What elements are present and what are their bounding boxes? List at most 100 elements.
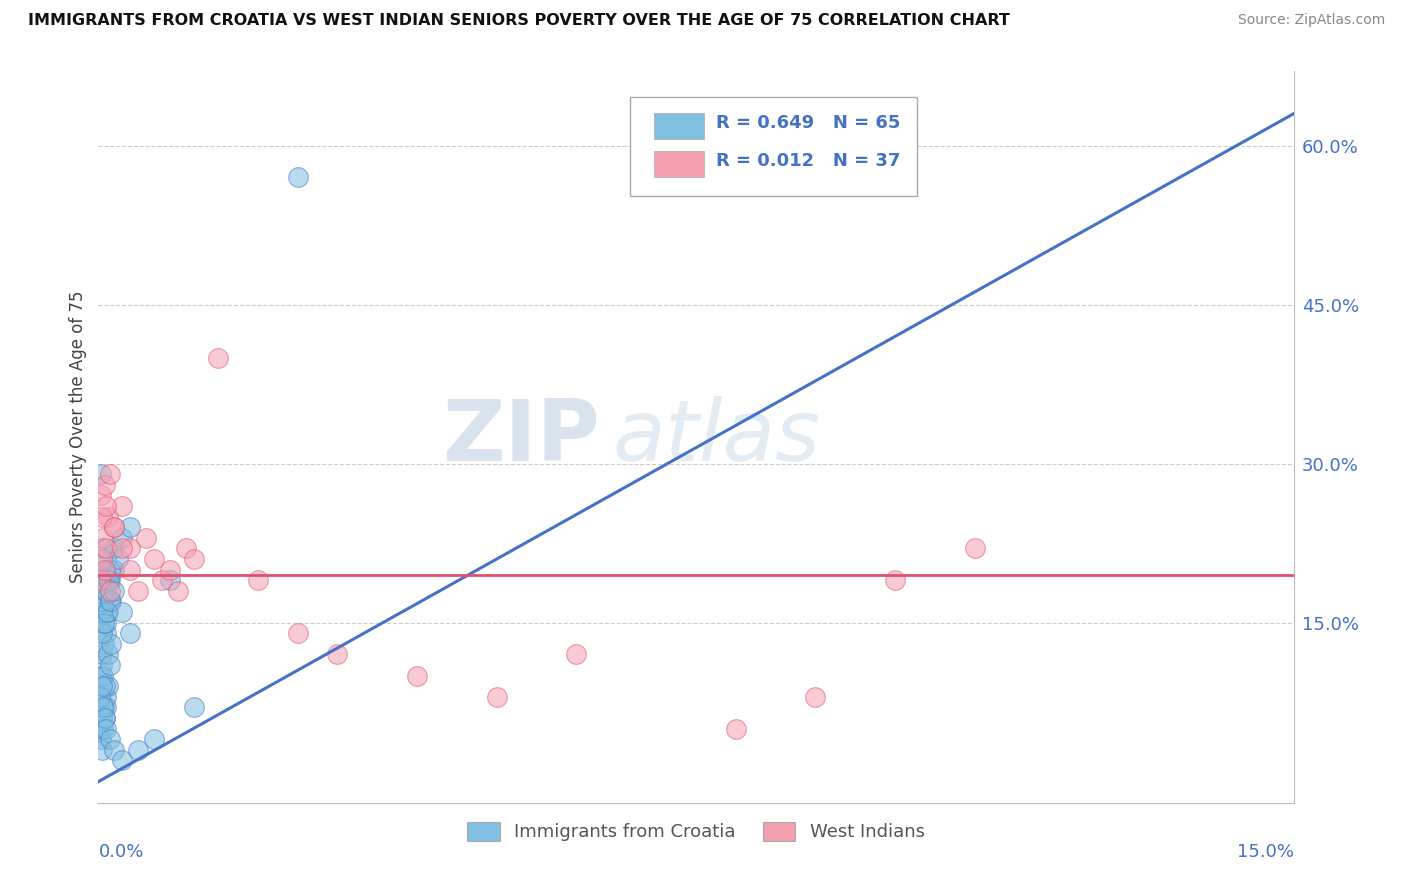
Point — [485, 690, 508, 704]
Point — [97, 573, 120, 587]
Text: 15.0%: 15.0% — [1236, 843, 1294, 861]
Point — [97, 509, 120, 524]
Point — [111, 531, 134, 545]
Point — [246, 573, 269, 587]
Point — [94, 711, 117, 725]
Point — [406, 668, 429, 682]
Point — [89, 690, 111, 704]
Point — [96, 626, 118, 640]
Text: IMMIGRANTS FROM CROATIA VS WEST INDIAN SENIORS POVERTY OVER THE AGE OF 75 CORREL: IMMIGRANTS FROM CROATIA VS WEST INDIAN S… — [28, 13, 1010, 29]
Text: ZIP: ZIP — [443, 395, 600, 479]
Point — [111, 541, 134, 556]
Point — [91, 509, 114, 524]
Point — [111, 753, 134, 767]
Point — [94, 583, 117, 598]
Point — [724, 722, 747, 736]
Point — [91, 722, 114, 736]
Point — [91, 668, 114, 682]
Point — [159, 573, 181, 587]
Point — [103, 541, 125, 556]
Point — [103, 583, 125, 598]
Point — [111, 499, 134, 513]
Point — [90, 732, 112, 747]
Point — [97, 679, 120, 693]
Text: Source: ZipAtlas.com: Source: ZipAtlas.com — [1237, 13, 1385, 28]
Point — [93, 615, 115, 630]
Point — [97, 573, 120, 587]
Point — [127, 583, 149, 598]
Point — [167, 583, 190, 598]
Point — [100, 594, 122, 608]
Point — [120, 520, 142, 534]
Point — [90, 488, 112, 502]
Point — [93, 700, 115, 714]
Point — [107, 552, 129, 566]
Point — [90, 743, 112, 757]
Point — [326, 648, 349, 662]
Point — [96, 552, 118, 566]
Point — [287, 170, 309, 185]
Point — [91, 711, 114, 725]
Point — [91, 700, 114, 714]
FancyBboxPatch shape — [654, 113, 704, 139]
Point — [96, 700, 118, 714]
Point — [143, 552, 166, 566]
Point — [90, 605, 112, 619]
Point — [174, 541, 197, 556]
Point — [96, 722, 118, 736]
Point — [103, 520, 125, 534]
Point — [120, 626, 142, 640]
Point — [90, 668, 112, 682]
Y-axis label: Seniors Poverty Over the Age of 75: Seniors Poverty Over the Age of 75 — [69, 291, 87, 583]
Point — [884, 573, 907, 587]
Point — [150, 573, 173, 587]
Point — [91, 541, 114, 556]
Point — [94, 477, 117, 491]
Text: 0.0%: 0.0% — [98, 843, 143, 861]
Point — [94, 563, 117, 577]
Point — [91, 531, 114, 545]
Text: R = 0.649   N = 65: R = 0.649 N = 65 — [716, 114, 901, 132]
Point — [565, 648, 588, 662]
Point — [103, 520, 125, 534]
Point — [89, 615, 111, 630]
Point — [96, 583, 118, 598]
Point — [91, 648, 114, 662]
Point — [98, 467, 122, 482]
Point — [96, 605, 118, 619]
Point — [97, 648, 120, 662]
Point — [963, 541, 986, 556]
Point — [90, 552, 112, 566]
Point — [91, 583, 114, 598]
Point — [91, 626, 114, 640]
Point — [93, 594, 115, 608]
Point — [90, 467, 112, 482]
Point — [94, 563, 117, 577]
Point — [120, 541, 142, 556]
Point — [159, 563, 181, 577]
Legend: Immigrants from Croatia, West Indians: Immigrants from Croatia, West Indians — [460, 814, 932, 848]
Point — [120, 563, 142, 577]
Point — [96, 541, 118, 556]
Point — [90, 658, 112, 673]
Point — [98, 573, 121, 587]
Point — [98, 563, 122, 577]
Point — [143, 732, 166, 747]
Point — [183, 700, 205, 714]
Point — [89, 722, 111, 736]
Point — [90, 573, 112, 587]
Point — [94, 690, 117, 704]
Point — [183, 552, 205, 566]
Point — [91, 594, 114, 608]
Point — [97, 605, 120, 619]
Point — [90, 679, 112, 693]
FancyBboxPatch shape — [630, 97, 917, 195]
Text: R = 0.012   N = 37: R = 0.012 N = 37 — [716, 153, 901, 170]
Text: atlas: atlas — [613, 395, 820, 479]
Point — [103, 743, 125, 757]
Point — [94, 615, 117, 630]
Point — [804, 690, 827, 704]
Point — [98, 594, 122, 608]
Point — [207, 351, 229, 365]
Point — [93, 637, 115, 651]
